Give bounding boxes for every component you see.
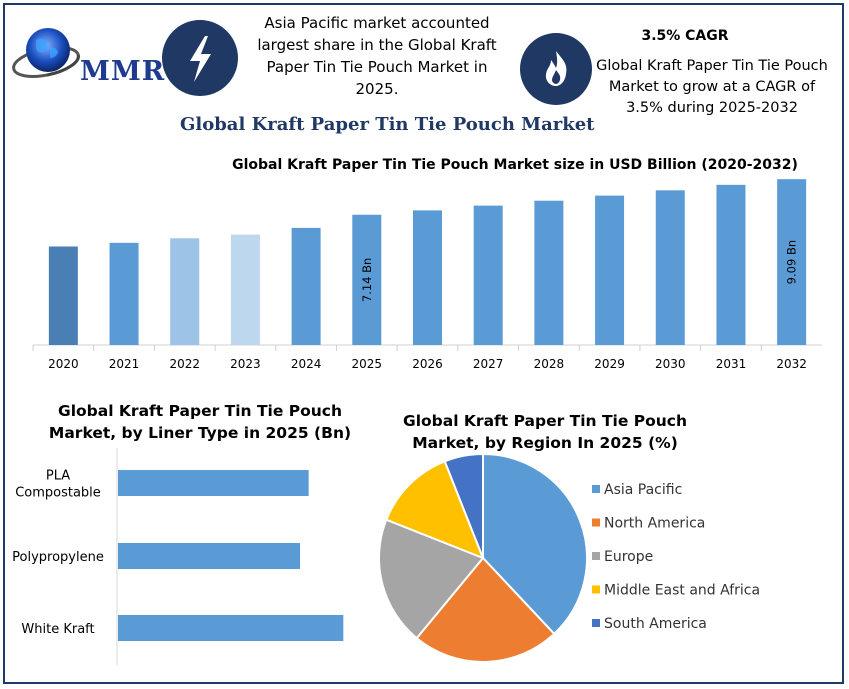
tick-label-2028: 2028 [534,357,565,371]
tick-label-2029: 2029 [594,357,625,371]
legend-swatch [592,552,600,560]
pie-title-line: Market, by Region In 2025 (%) [412,434,678,452]
tick-label-2032: 2032 [776,357,807,371]
info-left-line: Asia Pacific market accounted [264,14,490,32]
bar-2025 [352,214,382,345]
data-label-2025: 7.14 Bn [360,258,374,302]
legend-swatch [592,585,600,594]
cagr-text: Global Kraft Paper Tin Tie Pouch Market … [596,56,828,119]
legend-label: Europe [604,549,653,565]
pie-title-line: Global Kraft Paper Tin Tie Pouch [402,412,688,430]
bar-2026 [413,210,442,345]
tick-label-2024: 2024 [291,357,322,371]
pie-slice [378,518,485,640]
liner-bar [118,543,300,569]
bar-2030 [655,190,685,345]
flame-icon [520,33,592,105]
legend-swatch [592,619,600,627]
pie-slice [443,452,484,559]
tick-label-2023: 2023 [230,357,261,371]
pie-slice [385,460,485,560]
liner-type-bar-chart: PLA Compostable Polypropylene White Kraft [12,448,344,665]
liner-category-label: Polypropylene [12,550,104,565]
liner-bar [118,470,309,496]
data-label-2032: 9.09 Bn [785,240,799,284]
pie-slice [482,452,588,636]
cagr-line: Global Kraft Paper Tin Tie Pouch [596,58,828,74]
bar-2022 [170,238,200,345]
tick-label-2020: 2020 [48,357,79,371]
region-pie-chart: Asia Pacific North America Europe Middle Ea… [378,452,760,663]
tick-label-2026: 2026 [412,357,443,371]
liner-chart-title: Global Kraft Paper Tin Tie Pouch Market,… [30,400,370,444]
mmr-globe-icon [12,28,80,78]
cagr-line: Market to grow at a CAGR of [608,79,816,95]
bar-2029 [595,195,625,345]
liner-category-label: Compostable [15,486,101,501]
bar-2028 [534,200,564,345]
cagr-line: 3.5% during 2025-2032 [626,100,798,116]
tick-label-2025: 2025 [352,357,383,371]
bar-2023 [230,234,260,345]
lightning-bolt-icon [162,20,238,96]
legend-label: South America [604,616,707,632]
tick-label-2030: 2030 [655,357,686,371]
pie-slice [415,556,556,663]
main-title: Global Kraft Paper Tin Tie Pouch Market [180,114,595,135]
legend-label: Asia Pacific [604,482,682,498]
bar-2021 [109,242,139,345]
market-size-bar-chart: 2020 2021 2022 2023 2024 2025 2026 2027 2028 2029… [32,179,822,371]
bar-chart-title: Global Kraft Paper Tin Tie Pouch Market … [232,157,798,173]
liner-category-label: White Kraft [21,622,94,637]
bar-2024 [291,227,321,345]
liner-bar [118,615,344,641]
tick-label-2022: 2022 [169,357,200,371]
tick-label-2027: 2027 [473,357,504,371]
chart-frame [3,3,844,684]
bar-2031 [716,184,746,345]
logo-text: MMR [80,56,166,87]
tick-label-2021: 2021 [109,357,140,371]
liner-title-line: Market, by Liner Type in 2025 (Bn) [48,424,352,442]
info-left-line: largest share in the Global Kraft [257,36,497,54]
info-left-text: Asia Pacific market accounted largest sh… [252,12,502,100]
liner-title-line: Global Kraft Paper Tin Tie Pouch [57,402,343,420]
pie-chart-title: Global Kraft Paper Tin Tie Pouch Market,… [380,410,710,454]
bar-2027 [473,205,503,345]
info-left-line: 2025. [355,80,399,98]
legend-swatch [592,518,600,527]
bar-2020 [48,246,78,345]
bar-2032 [777,179,807,345]
tick-label-2031: 2031 [716,357,747,371]
liner-category-label: PLA [46,469,70,484]
cagr-title: 3.5% CAGR [641,28,729,44]
legend-label: North America [604,516,705,532]
legend-label: Middle East and Africa [604,583,760,599]
info-left-line: Paper Tin Tie Pouch Market in [266,58,488,76]
legend-swatch [592,485,600,493]
